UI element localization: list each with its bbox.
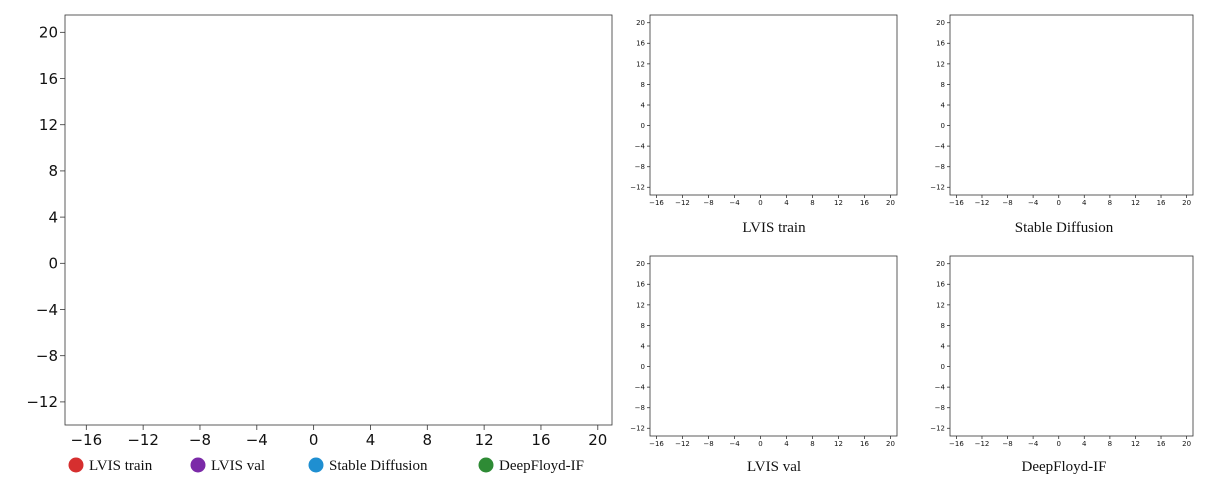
legend-marker (68, 457, 84, 473)
legend-label: LVIS train (89, 458, 153, 474)
legend-marker (478, 457, 494, 473)
legend-label: DeepFloyd-IF (499, 458, 584, 474)
legend: LVIS train LVIS val Stable Diffusion DeepFl… (68, 457, 584, 474)
legend-marker (190, 457, 206, 473)
legend-marker (308, 457, 324, 473)
legend-label: Stable Diffusion (329, 458, 428, 474)
legend-label: LVIS val (211, 458, 265, 474)
